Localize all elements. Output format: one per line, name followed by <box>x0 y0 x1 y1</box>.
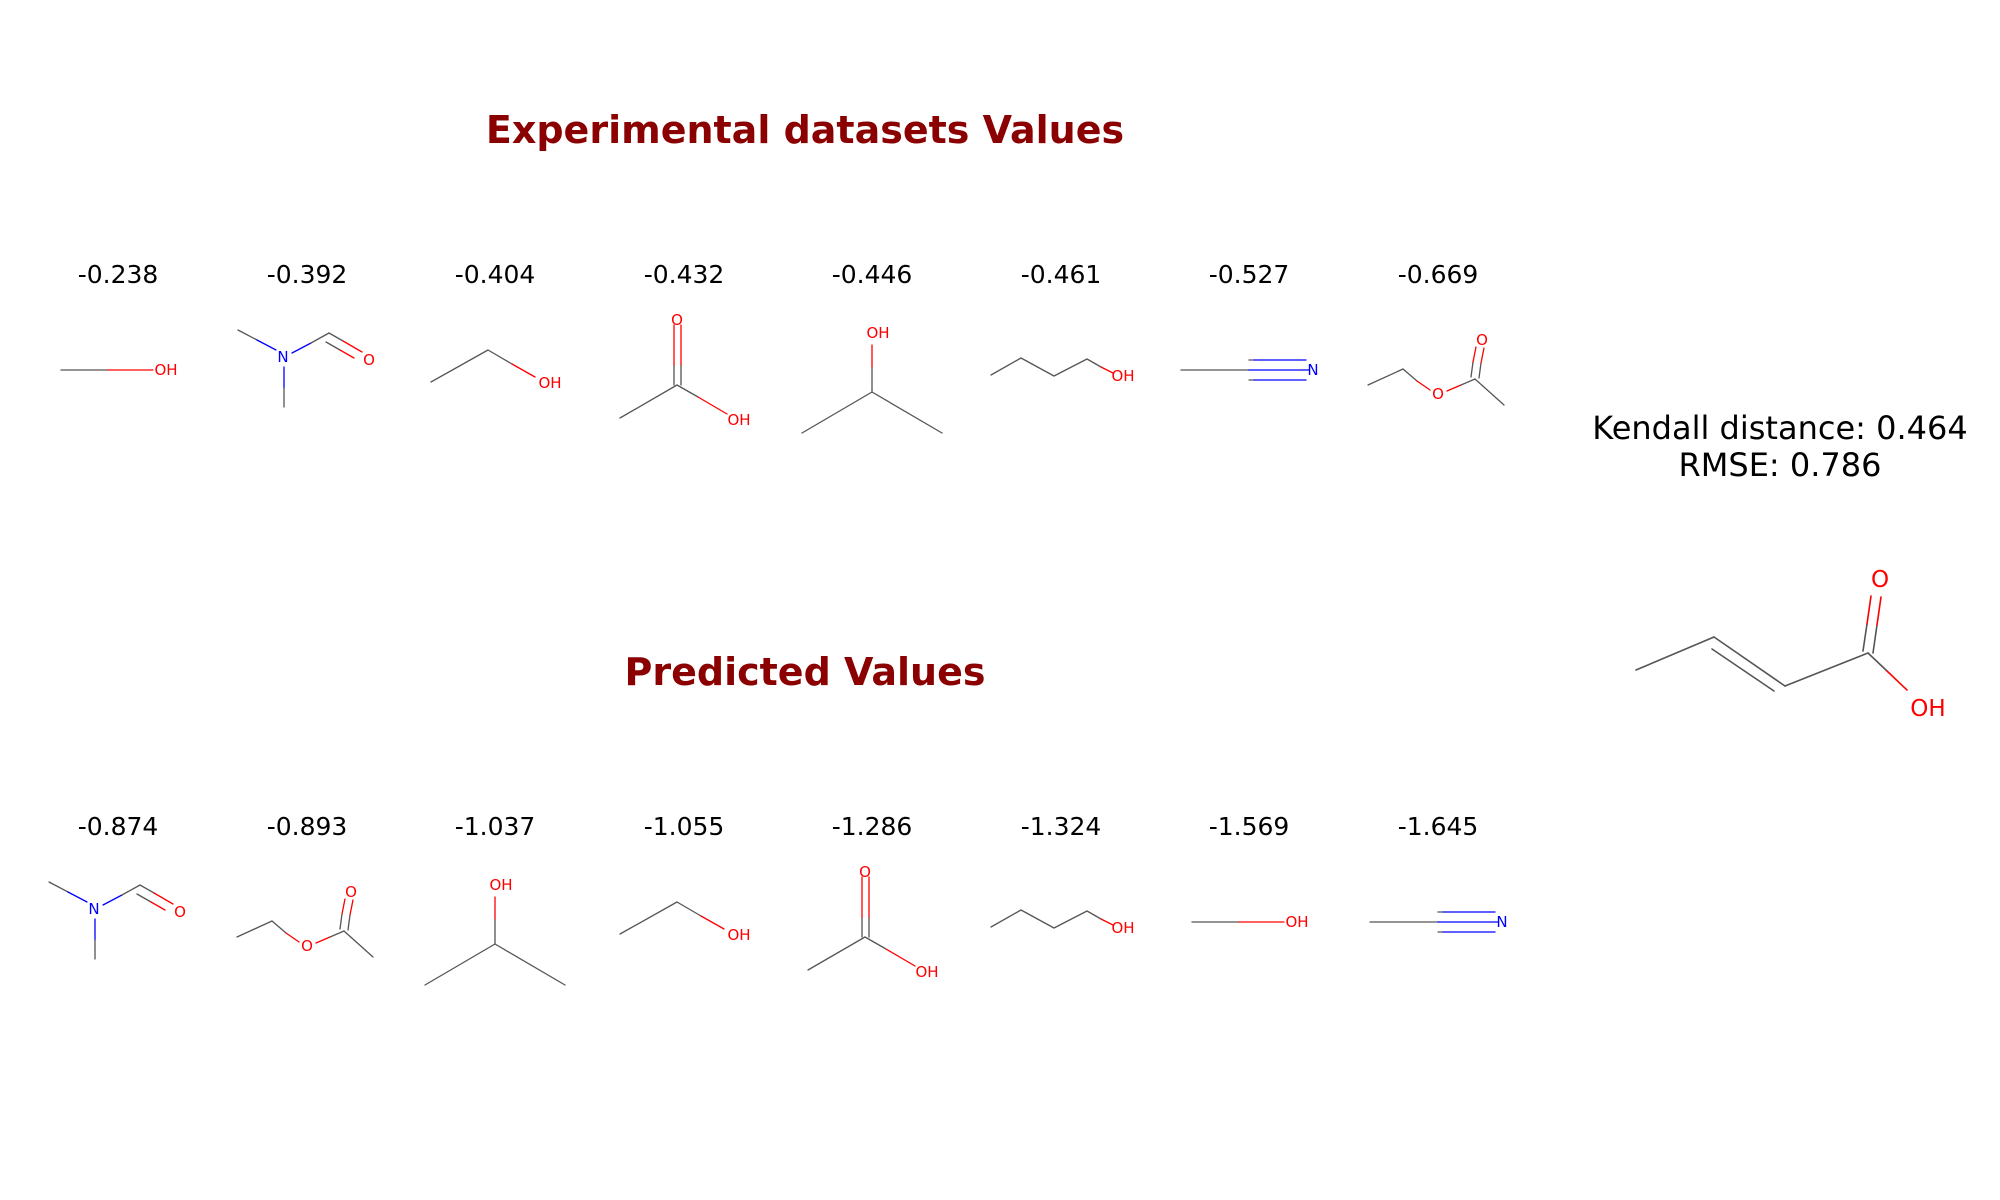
svg-text:O: O <box>859 863 871 881</box>
predicted-value-8: -1.645 <box>1397 812 1479 841</box>
experimental-molecule-6: OH <box>990 357 1135 385</box>
experimental-value-7: -0.527 <box>1208 260 1290 289</box>
predicted-molecule-5: O OH <box>807 863 939 981</box>
svg-text:OH: OH <box>1910 696 1945 722</box>
svg-text:OH: OH <box>866 324 889 342</box>
svg-text:O: O <box>301 937 313 955</box>
svg-text:O: O <box>671 311 683 329</box>
predicted-value-6: -1.324 <box>1020 812 1102 841</box>
predicted-molecule-7: OH <box>1191 913 1309 931</box>
svg-text:OH: OH <box>1285 913 1308 931</box>
svg-text:N: N <box>277 348 288 366</box>
svg-text:O: O <box>1432 385 1444 403</box>
predicted-molecule-6: OH <box>990 909 1135 937</box>
predicted-value-4: -1.055 <box>643 812 725 841</box>
experimental-value-8: -0.669 <box>1397 260 1479 289</box>
svg-text:O: O <box>1871 567 1889 593</box>
experimental-molecule-5: OH <box>801 324 943 434</box>
svg-text:OH: OH <box>727 411 750 429</box>
svg-text:O: O <box>1476 331 1488 349</box>
experimental-value-1: -0.238 <box>77 260 159 289</box>
experimental-molecule-7: N <box>1180 359 1319 381</box>
svg-text:O: O <box>174 903 186 921</box>
predicted-value-7: -1.569 <box>1208 812 1290 841</box>
predicted-value-2: -0.893 <box>266 812 348 841</box>
predicted-molecule-2: OO <box>236 883 374 958</box>
predicted-value-1: -0.874 <box>77 812 159 841</box>
experimental-values-row: -0.238 -0.392 -0.404 -0.432 -0.446 -0.461 -0.5… <box>0 260 1560 300</box>
predicted-title: Predicted Values <box>624 650 986 694</box>
svg-text:OH: OH <box>154 361 177 379</box>
experimental-molecule-3: OH <box>430 349 562 392</box>
svg-text:OH: OH <box>489 876 512 894</box>
svg-text:OH: OH <box>1111 919 1134 937</box>
svg-text:OH: OH <box>727 926 750 944</box>
predicted-values-row: -0.874 -0.893 -1.037 -1.055 -1.286 -1.324 -1.5… <box>0 812 1560 852</box>
experimental-value-3: -0.404 <box>454 260 536 289</box>
predicted-value-3: -1.037 <box>454 812 536 841</box>
kendall-distance-text: Kendall distance: 0.464 <box>1592 409 1968 447</box>
rmse-text: RMSE: 0.786 <box>1678 446 1882 484</box>
experimental-molecule-1: OH <box>60 361 178 379</box>
experimental-title: Experimental datasets Values <box>485 108 1125 152</box>
experimental-molecule-8: OO <box>1367 331 1505 406</box>
experimental-molecule-4: O OH <box>619 311 751 429</box>
svg-text:OH: OH <box>1111 367 1134 385</box>
svg-text:N: N <box>1307 361 1318 379</box>
predicted-molecule-3: OH <box>424 876 566 986</box>
svg-text:OH: OH <box>915 963 938 981</box>
predicted-value-5: -1.286 <box>831 812 913 841</box>
experimental-value-5: -0.446 <box>831 260 913 289</box>
experimental-value-4: -0.432 <box>643 260 725 289</box>
svg-text:OH: OH <box>538 374 561 392</box>
svg-text:O: O <box>345 883 357 901</box>
experimental-value-2: -0.392 <box>266 260 348 289</box>
svg-text:O: O <box>363 351 375 369</box>
predicted-molecule-8: N <box>1369 911 1508 933</box>
experimental-value-6: -0.461 <box>1020 260 1102 289</box>
svg-text:N: N <box>1496 913 1507 931</box>
query-molecule: O OH <box>1635 567 1946 722</box>
predicted-molecule-4: OH <box>619 901 751 944</box>
metrics-panel: Kendall distance: 0.464 RMSE: 0.786 <box>1560 410 2000 484</box>
svg-text:N: N <box>88 900 99 918</box>
